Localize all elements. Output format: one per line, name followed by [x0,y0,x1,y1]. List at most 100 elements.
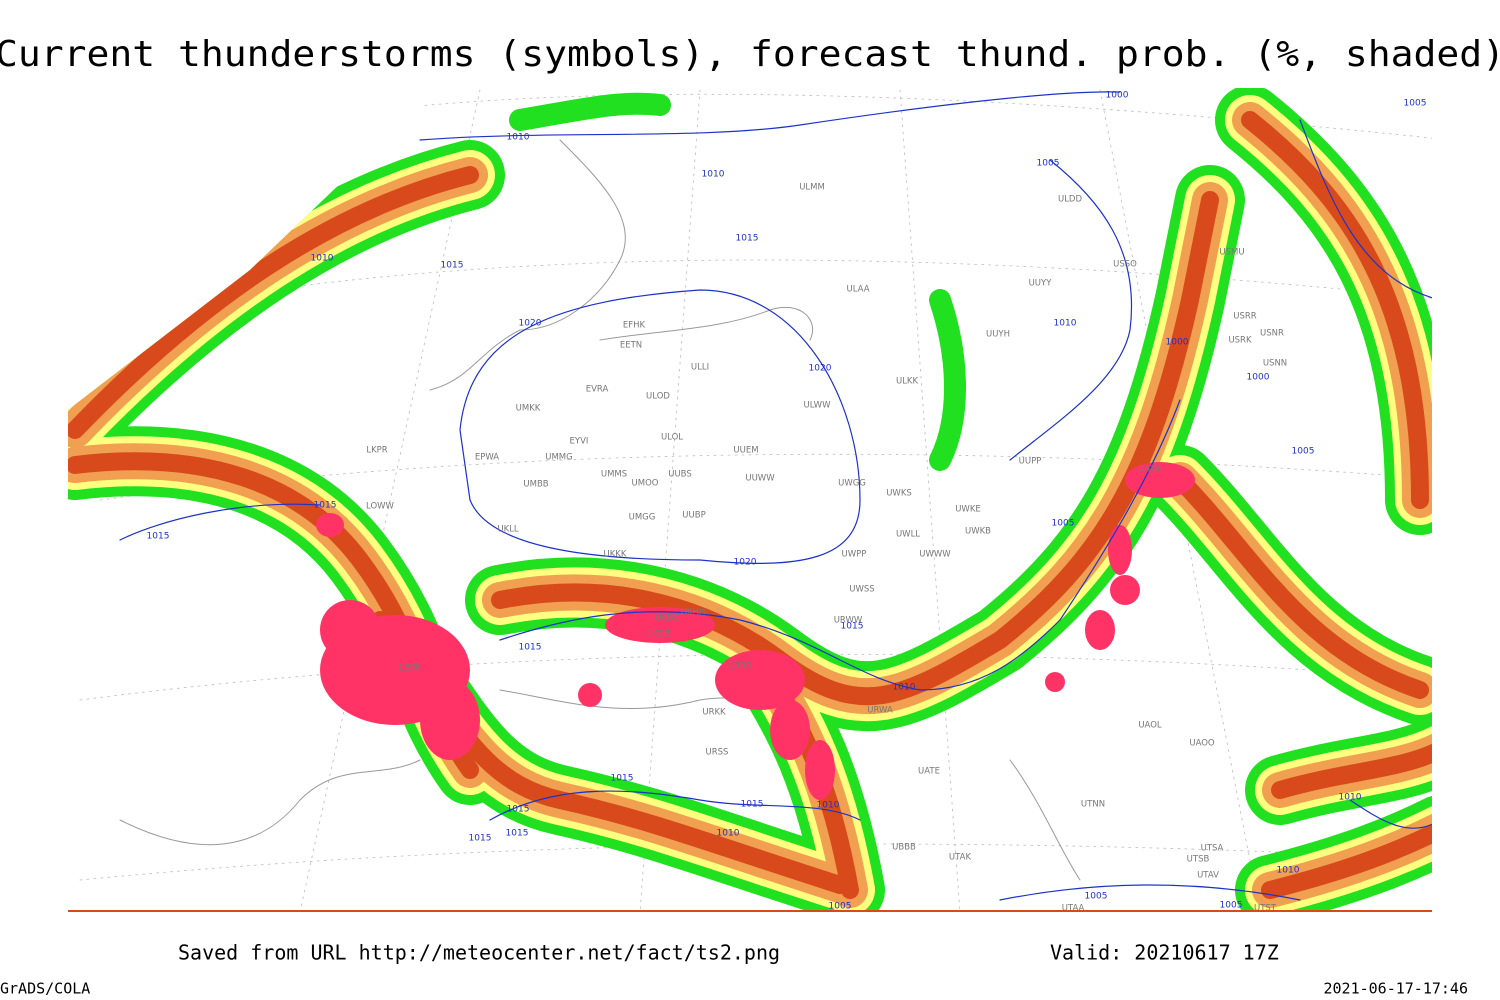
station-label: UKHH [681,608,706,618]
isobar-label: 1000 [1106,91,1129,101]
isobar-label: 1005 [1292,447,1315,457]
station-label: UAOL [1138,721,1162,731]
station-label: USMU [1219,248,1244,258]
station-label: UTSA [1201,844,1224,854]
station-label: UKKK [604,550,627,560]
station-label: UWGG [838,479,866,489]
isobar-label: 1015 [841,622,864,632]
station-label: USRK [1228,336,1252,346]
station-label: UWSS [849,585,874,595]
station-label: UWKS [886,489,912,499]
station-label: EYVI [570,437,589,447]
station-label: UMOO [632,479,659,489]
station-label: UWLL [896,530,920,540]
station-label: LKPR [366,446,387,456]
isobars [119,91,1432,901]
isobar-label: 1005 [1037,159,1060,169]
station-label: EFHK [623,321,646,331]
isobar-label: 1010 [311,254,334,264]
valid-time: Valid: 20210617 17Z [1050,941,1279,965]
thunderstorm-symbols [316,462,1195,800]
station-label: UMKK [516,404,541,414]
station-label: UTAK [949,853,972,863]
station-label: LBSF [400,664,421,674]
source-note: Saved from URL http://meteocenter.net/fa… [178,941,780,965]
isobar-label: 1015 [611,774,634,784]
isobar-label: 1020 [809,364,832,374]
station-label: UMGG [629,513,656,523]
station-label: URRR [728,662,752,672]
station-label: UUWW [745,474,775,484]
station-label: ULDD [1058,195,1083,205]
station-label: UKDE [646,630,670,640]
station-label: ULAA [846,285,869,295]
isobar-label: 1015 [519,643,542,653]
station-label: URWW [834,616,863,626]
station-label: UWKB [965,527,991,537]
isobar-label: 1010 [1339,793,1362,803]
station-label: USSO [1113,260,1137,270]
station-label: EVRA [586,385,609,395]
station-label: USRR [1233,312,1257,322]
station-label: UUYH [986,330,1010,340]
station-label: UTAV [1197,871,1219,881]
isobar-label: 1015 [741,800,764,810]
map-bottom-edge [68,910,1432,912]
isobar-label: 1005 [829,902,852,912]
isobar-label: 1005 [1220,901,1243,911]
station-label: UTST [1254,904,1277,914]
software-credit: GrADS/COLA [0,980,90,998]
isobar-label: 1020 [734,558,757,568]
isobar-label: 1020 [519,319,542,329]
isobar-label: 1015 [147,532,170,542]
isobar-label: 1015 [736,234,759,244]
station-label: USNN [1263,359,1287,369]
isobar-label: 1000 [1247,373,1270,383]
station-label: ULMM [799,183,825,193]
isobar-label: 1010 [702,170,725,180]
station-label: URKK [702,708,726,718]
station-label: ULKK [896,377,919,387]
station-label: UBBB [892,843,916,853]
station-label: UTNN [1081,800,1105,810]
station-label: UWPP [842,550,867,560]
isobar-label: 1010 [817,801,840,811]
timestamp: 2021-06-17-17:46 [1324,980,1469,998]
isobar-label: 1015 [469,834,492,844]
station-label: ULWW [804,401,832,411]
station-label: EPWA [475,453,499,463]
isobar-label: 1000 [1166,338,1189,348]
title: Current thunderstorms (symbols), forecas… [0,34,1500,75]
station-label: UMMS [601,470,627,480]
station-label: URWA [867,706,893,716]
station-label: UUYY [1029,279,1053,289]
isobar-label: 1015 [314,501,337,511]
station-label: USNR [1260,329,1284,339]
station-label: USTR [1139,465,1162,475]
station-label: UMBB [523,480,548,490]
station-label: UWWW [919,550,951,560]
isobar-label: 1010 [1277,866,1300,876]
station-label: UUBP [682,511,705,521]
station-label: ULLI [691,363,709,373]
station-label: UUEM [733,446,758,456]
station-label: UKDD [656,614,681,624]
station-label: UMMG [545,453,572,463]
isobar-label: 1005 [1052,519,1075,529]
station-label: EETN [620,341,642,351]
isobar-label: 1010 [1054,319,1077,329]
station-label: ULOL [661,433,683,443]
isobar-label: 1015 [507,805,530,815]
isobar-label: 1015 [506,829,529,839]
station-label: UWKE [955,505,981,515]
station-label: LOWW [366,502,395,512]
station-label: UUBS [668,470,692,480]
isobar-label: 1010 [507,133,530,143]
isobar-label: 1010 [717,829,740,839]
station-label: UATE [918,767,940,777]
station-label: ULOD [646,392,670,402]
station-label: UTSB [1187,855,1210,865]
station-label: URSS [706,748,729,758]
